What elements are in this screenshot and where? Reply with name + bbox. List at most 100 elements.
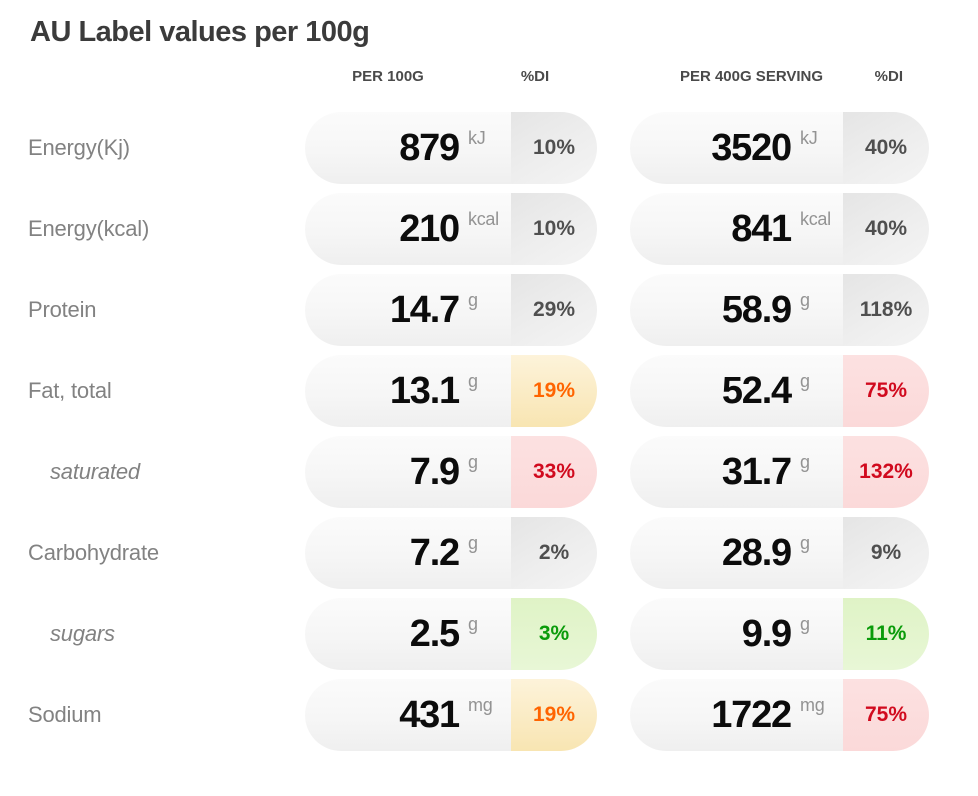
column-headers: PER 100G %DI PER 400G SERVING %DI [28, 66, 958, 88]
per-100g-value-area: 13.1 g [305, 355, 511, 427]
per-100g-di-value: 19% [532, 703, 576, 726]
per-100g-unit: kcal [468, 208, 499, 229]
per-100g-value: 879 [399, 127, 460, 169]
per-100g-unit: kJ [468, 127, 486, 148]
per-100g-di-value: 10% [532, 217, 576, 240]
nutrient-label: Carbohydrate [28, 540, 159, 565]
per-400g-value-area: 52.4 g [630, 355, 843, 427]
per-400g-value-area: 1722 mg [630, 679, 843, 751]
per-100g-di-value: 3% [538, 622, 570, 645]
column-header-di-per-100g: %DI [520, 68, 550, 85]
per-400g-unit: g [800, 370, 810, 391]
per-100g-value-area: 14.7 g [305, 274, 511, 346]
nutrient-label: Sodium [28, 702, 102, 727]
per-100g-value-area: 7.2 g [305, 517, 511, 589]
per-400g-value: 841 [731, 208, 792, 250]
per-400g-value: 1722 [711, 694, 792, 736]
per-100g-di-value: 10% [532, 136, 576, 159]
per-100g-pill: 210 kcal 10% [305, 193, 597, 265]
column-header-di-per-400g: %DI [874, 68, 903, 85]
per-100g-unit: g [468, 289, 478, 310]
per-400g-unit: g [800, 532, 810, 553]
per-100g-di-value: 2% [538, 541, 570, 564]
per-400g-value: 52.4 [721, 370, 792, 412]
per-400g-unit: kJ [800, 127, 818, 148]
nutrient-row: Sodium 431 mg 19% 1722 mg 75% [28, 679, 958, 751]
per-400g-unit: g [800, 451, 810, 472]
per-100g-di-badge: 33% [511, 436, 597, 508]
per-400g-value: 9.9 [741, 613, 792, 655]
per-100g-pill: 7.9 g 33% [305, 436, 597, 508]
nutrient-label: Energy(Kj) [28, 135, 130, 160]
per-400g-unit: kcal [800, 208, 831, 229]
per-100g-value: 14.7 [389, 289, 460, 331]
per-100g-di-badge: 3% [511, 598, 597, 670]
page-title: AU Label values per 100g [30, 16, 370, 48]
per-400g-value-area: 28.9 g [630, 517, 843, 589]
per-100g-value: 13.1 [389, 370, 460, 412]
per-400g-value: 3520 [711, 127, 792, 169]
per-400g-di-badge: 75% [843, 355, 929, 427]
per-100g-value: 2.5 [409, 613, 460, 655]
per-400g-unit: g [800, 289, 810, 310]
nutrient-label: saturated [50, 459, 140, 484]
column-header-per-400g-serving: PER 400G SERVING [679, 68, 824, 85]
per-400g-di-value: 9% [870, 541, 902, 564]
per-100g-pill: 13.1 g 19% [305, 355, 597, 427]
nutrient-row: Energy(kcal) 210 kcal 10% 841 kcal 40% [28, 193, 958, 265]
per-100g-value-area: 879 kJ [305, 112, 511, 184]
per-400g-di-badge: 9% [843, 517, 929, 589]
column-header-per-100g: PER 100G [352, 68, 424, 85]
per-400g-value: 58.9 [721, 289, 792, 331]
per-100g-di-badge: 29% [511, 274, 597, 346]
per-400g-value-area: 9.9 g [630, 598, 843, 670]
per-100g-unit: mg [468, 694, 493, 715]
per-400g-di-value: 132% [859, 460, 913, 483]
nutrient-row: Protein 14.7 g 29% 58.9 g 118% [28, 274, 958, 346]
per-400g-pill: 841 kcal 40% [630, 193, 929, 265]
per-100g-di-value: 33% [532, 460, 576, 483]
per-400g-value-area: 3520 kJ [630, 112, 843, 184]
nutrient-row: saturated 7.9 g 33% 31.7 g 132% [28, 436, 958, 508]
per-100g-pill: 7.2 g 2% [305, 517, 597, 589]
per-100g-value: 431 [399, 694, 460, 736]
per-400g-pill: 28.9 g 9% [630, 517, 929, 589]
per-100g-di-value: 29% [532, 298, 576, 321]
per-100g-value: 7.2 [409, 532, 460, 574]
nutrient-label: sugars [50, 621, 115, 646]
per-400g-di-value: 40% [864, 217, 908, 240]
per-400g-di-badge: 40% [843, 193, 929, 265]
per-100g-unit: g [468, 613, 478, 634]
per-100g-value-area: 431 mg [305, 679, 511, 751]
per-100g-pill: 431 mg 19% [305, 679, 597, 751]
per-400g-pill: 31.7 g 132% [630, 436, 929, 508]
per-400g-pill: 3520 kJ 40% [630, 112, 929, 184]
nutrient-label: Protein [28, 297, 97, 322]
per-100g-di-badge: 2% [511, 517, 597, 589]
per-100g-value-area: 2.5 g [305, 598, 511, 670]
nutrient-label: Fat, total [28, 378, 112, 403]
per-400g-value: 31.7 [721, 451, 792, 493]
per-100g-di-badge: 19% [511, 355, 597, 427]
per-400g-di-value: 118% [859, 298, 913, 321]
per-100g-unit: g [468, 451, 478, 472]
per-400g-di-value: 75% [864, 379, 908, 402]
per-400g-di-badge: 132% [843, 436, 929, 508]
per-400g-pill: 52.4 g 75% [630, 355, 929, 427]
per-400g-value: 28.9 [721, 532, 792, 574]
per-100g-pill: 2.5 g 3% [305, 598, 597, 670]
per-400g-di-badge: 11% [843, 598, 929, 670]
per-400g-unit: mg [800, 694, 825, 715]
per-100g-pill: 14.7 g 29% [305, 274, 597, 346]
nutrient-row: Fat, total 13.1 g 19% 52.4 g 75% [28, 355, 958, 427]
per-100g-unit: g [468, 370, 478, 391]
per-400g-pill: 58.9 g 118% [630, 274, 929, 346]
per-100g-unit: g [468, 532, 478, 553]
per-100g-di-badge: 10% [511, 193, 597, 265]
per-100g-di-badge: 10% [511, 112, 597, 184]
per-400g-value-area: 31.7 g [630, 436, 843, 508]
per-400g-di-value: 11% [865, 622, 907, 645]
per-400g-di-badge: 40% [843, 112, 929, 184]
per-100g-value-area: 210 kcal [305, 193, 511, 265]
